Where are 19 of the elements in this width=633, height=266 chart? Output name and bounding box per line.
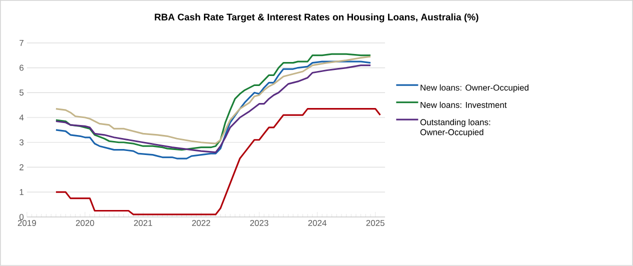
legend-label: Outstanding loans: Owner-Occupied [420,119,490,137]
x-tick-label: 2020 [76,220,94,226]
y-tick-label: 1 [20,189,24,196]
legend-label: New loans: Investment [420,102,507,108]
x-tick-label: 2023 [250,220,268,226]
y-tick-label: 4 [19,114,24,120]
legend-label: New loans: Owner-Occupied [420,84,528,92]
y-tick-label: 7 [20,40,24,46]
y-tick-label: 5 [20,90,24,96]
y-tick-label: 0 [19,214,24,220]
x-tick-label: 2021 [134,220,152,226]
chart-title: RBA Cash Rate Target & Interest Rates on Housing Loans, Australia (%) [154,14,478,22]
y-tick-label: 6 [20,64,24,71]
x-tick-label: 2025 [366,220,384,226]
y-tick-label: 3 [19,139,24,146]
x-tick-label: 2024 [308,220,326,226]
x-tick-label: 2019 [18,220,36,226]
y-tick-label: 2 [20,164,24,170]
x-tick-label: 2022 [192,220,210,226]
